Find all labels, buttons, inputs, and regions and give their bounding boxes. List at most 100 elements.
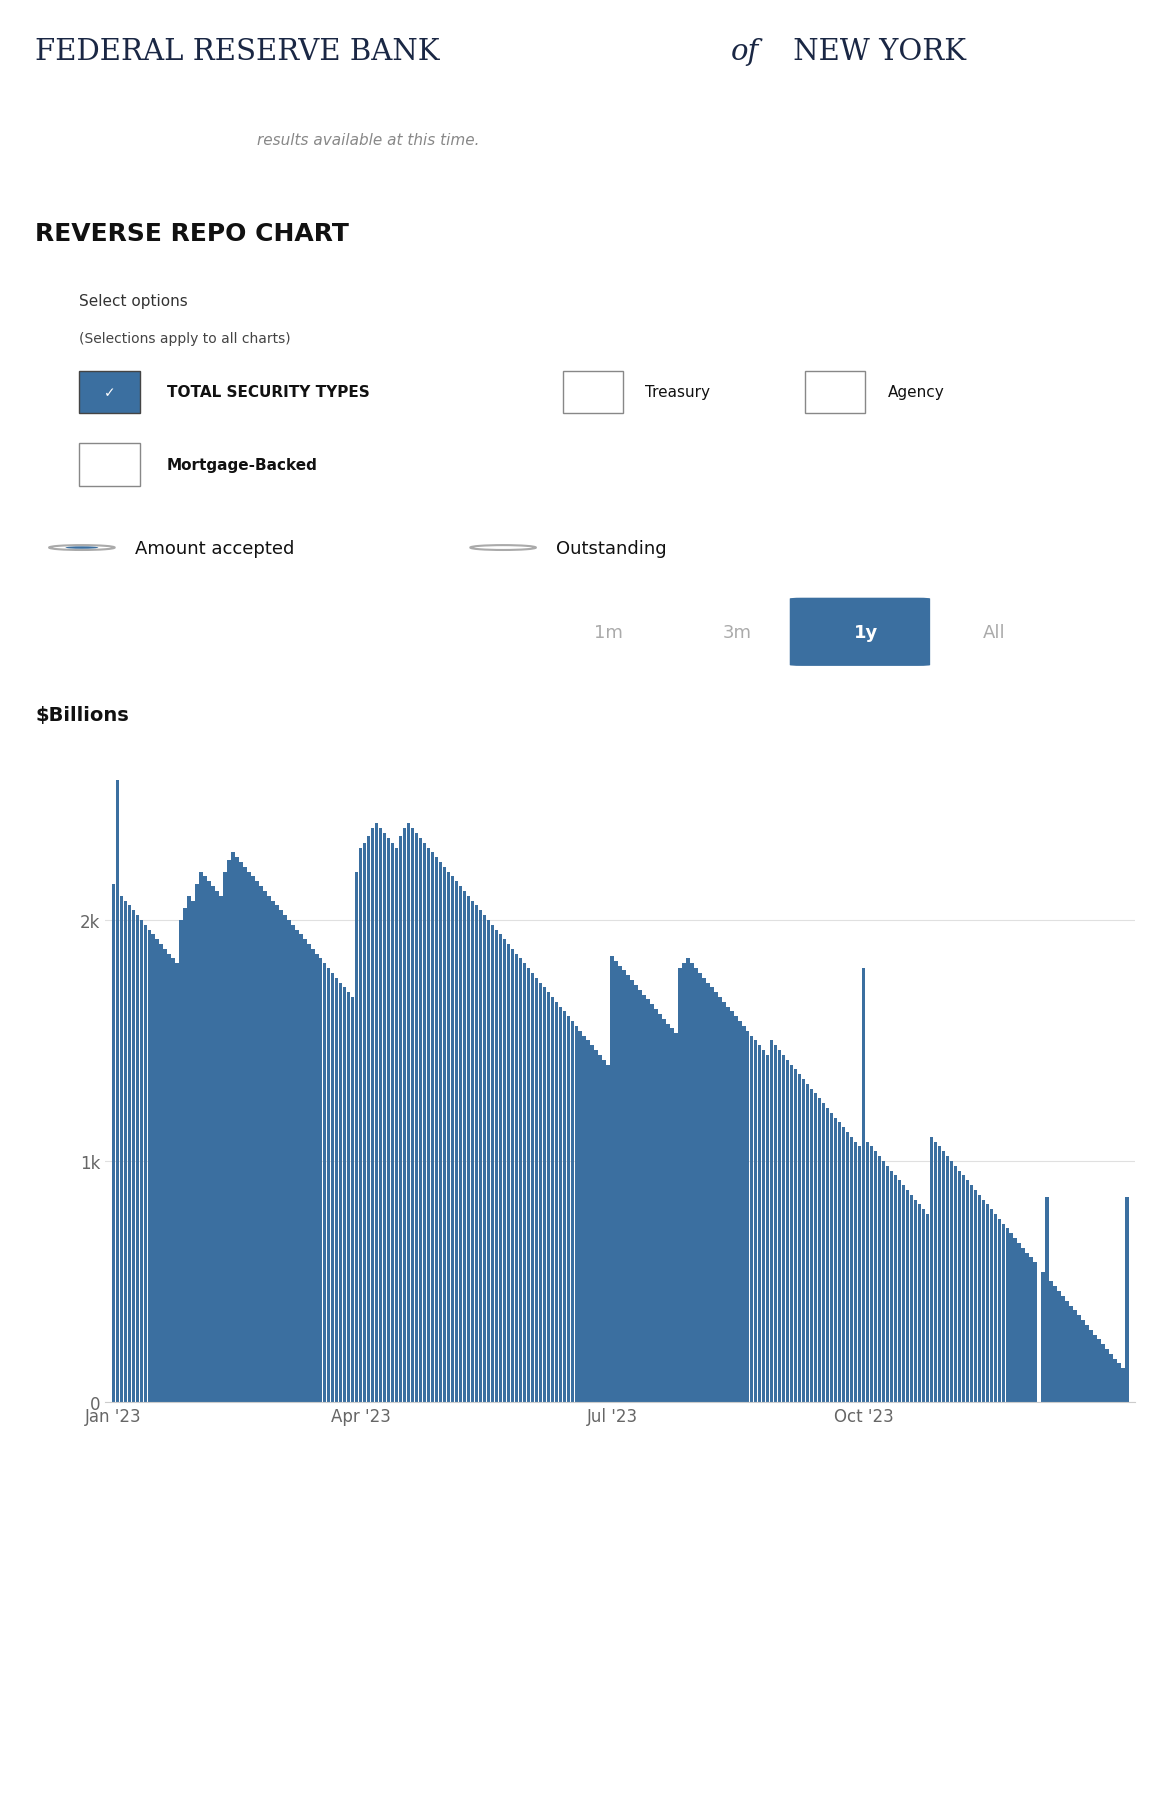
Bar xyxy=(794,1070,798,1402)
Bar xyxy=(260,887,262,1402)
Bar xyxy=(395,847,398,1402)
Bar xyxy=(328,969,330,1402)
Bar xyxy=(543,988,546,1402)
Bar xyxy=(347,992,351,1402)
Bar xyxy=(243,867,247,1402)
Bar xyxy=(1041,1272,1045,1402)
Bar xyxy=(1117,1364,1121,1402)
Bar xyxy=(467,896,470,1402)
Bar xyxy=(806,1084,810,1402)
Bar xyxy=(990,1209,993,1402)
Bar xyxy=(523,963,526,1402)
Bar xyxy=(606,1064,610,1402)
Circle shape xyxy=(49,546,115,551)
Bar xyxy=(300,934,303,1402)
Bar xyxy=(411,829,414,1402)
Bar xyxy=(619,967,621,1402)
Bar xyxy=(551,997,553,1402)
Bar xyxy=(383,833,386,1402)
Text: results available at this time.: results available at this time. xyxy=(257,132,480,148)
Bar xyxy=(634,985,638,1402)
Text: 1m: 1m xyxy=(594,623,622,641)
Bar xyxy=(450,876,454,1402)
Bar xyxy=(470,902,474,1402)
Bar xyxy=(571,1021,574,1402)
Bar xyxy=(834,1119,838,1402)
Text: ✓: ✓ xyxy=(103,385,115,399)
Bar xyxy=(922,1209,925,1402)
Bar xyxy=(798,1075,801,1402)
Bar xyxy=(1002,1223,1005,1402)
Bar xyxy=(323,963,326,1402)
Bar xyxy=(116,781,119,1402)
Bar xyxy=(283,916,287,1402)
Bar xyxy=(219,896,222,1402)
Bar xyxy=(463,891,466,1402)
Bar xyxy=(770,1041,773,1402)
Bar xyxy=(639,990,642,1402)
Bar xyxy=(271,902,275,1402)
Bar xyxy=(1030,1258,1033,1402)
Bar xyxy=(1097,1339,1101,1402)
Bar xyxy=(1081,1321,1085,1402)
Bar xyxy=(993,1214,997,1402)
Bar xyxy=(371,829,374,1402)
Bar xyxy=(439,862,442,1402)
Bar xyxy=(275,905,278,1402)
Bar xyxy=(1086,1325,1089,1402)
Bar xyxy=(195,884,199,1402)
Bar xyxy=(566,1017,570,1402)
Bar xyxy=(722,1003,725,1402)
Bar xyxy=(775,1046,777,1402)
Bar xyxy=(614,961,618,1402)
Bar xyxy=(591,1046,594,1402)
Bar xyxy=(563,1012,566,1402)
Bar xyxy=(339,983,343,1402)
Bar xyxy=(937,1147,941,1402)
Bar xyxy=(849,1137,853,1402)
Bar xyxy=(897,1180,901,1402)
Bar xyxy=(192,902,194,1402)
Text: Outstanding: Outstanding xyxy=(556,538,667,557)
Bar xyxy=(1058,1292,1061,1402)
Bar xyxy=(694,969,697,1402)
Bar xyxy=(810,1090,813,1402)
Bar xyxy=(687,960,689,1402)
Bar xyxy=(758,1046,762,1402)
Bar xyxy=(626,976,629,1402)
Bar xyxy=(207,882,211,1402)
Text: NEW YORK: NEW YORK xyxy=(784,38,966,65)
Bar xyxy=(447,873,450,1402)
Bar xyxy=(184,909,187,1402)
Bar xyxy=(882,1162,886,1402)
Bar xyxy=(435,858,439,1402)
Bar xyxy=(962,1176,965,1402)
Bar xyxy=(303,940,307,1402)
Bar xyxy=(199,873,202,1402)
Bar xyxy=(498,934,502,1402)
Bar xyxy=(187,896,191,1402)
Bar xyxy=(507,945,510,1402)
Bar xyxy=(727,1006,730,1402)
Bar xyxy=(654,1010,658,1402)
Bar xyxy=(762,1050,765,1402)
Bar xyxy=(1018,1243,1021,1402)
Bar xyxy=(124,902,128,1402)
Bar xyxy=(510,949,514,1402)
Bar xyxy=(886,1166,889,1402)
Bar xyxy=(830,1113,833,1402)
Bar xyxy=(546,992,550,1402)
FancyBboxPatch shape xyxy=(80,445,139,486)
Bar xyxy=(351,997,355,1402)
Bar xyxy=(247,873,250,1402)
Bar xyxy=(176,963,179,1402)
Bar xyxy=(982,1200,985,1402)
Bar xyxy=(535,978,538,1402)
Bar xyxy=(526,969,530,1402)
Bar xyxy=(402,829,406,1402)
Bar xyxy=(917,1205,921,1402)
Bar xyxy=(818,1099,821,1402)
Bar xyxy=(786,1061,790,1402)
Bar xyxy=(490,925,494,1402)
Bar xyxy=(1066,1301,1068,1402)
